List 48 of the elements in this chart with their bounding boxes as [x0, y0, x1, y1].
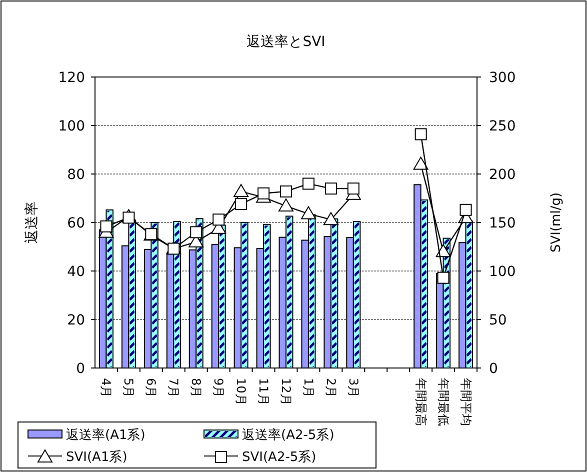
point: [212, 214, 225, 226]
y-tick-label: 0: [76, 361, 85, 377]
point: [278, 198, 294, 212]
point: [190, 226, 202, 238]
legend-label: 返送率(A1系): [66, 427, 146, 443]
y2-tick-label: 300: [489, 70, 516, 86]
y-tick-label: 20: [67, 312, 85, 328]
x-tick-label: 9月: [212, 378, 226, 398]
x-tick-label: 5月: [122, 378, 136, 398]
point: [300, 206, 316, 220]
point: [347, 182, 360, 195]
x-tick-label: 8月: [189, 378, 204, 398]
point: [258, 187, 270, 200]
y-tick-label: 40: [67, 264, 85, 280]
x-tick-label: 年間平均: [458, 378, 473, 426]
y-tick-label: 120: [58, 70, 85, 86]
y2-tick-label: 100: [489, 264, 516, 280]
x-tick-label: 10月: [234, 378, 248, 406]
point: [437, 272, 450, 284]
point: [100, 220, 112, 232]
y2-axis-title: SVI(ml/g): [549, 192, 564, 253]
y-tick-label: 60: [67, 216, 85, 232]
point: [234, 184, 249, 197]
x-tick-label: 年間最低: [436, 378, 450, 426]
y-tick-label: 80: [67, 167, 85, 183]
y-axis-title: 返送率: [24, 202, 40, 244]
point: [323, 212, 338, 226]
x-tick-label: 3月: [346, 378, 360, 398]
x-tick-label: 年間最高: [414, 378, 428, 426]
x-tick-label: 2月: [324, 378, 338, 398]
x-tick-label: 12月: [279, 378, 293, 406]
x-tick-label: 4月: [99, 378, 114, 398]
y-tick-label: 100: [58, 118, 85, 134]
point: [436, 244, 451, 258]
x-tick-label: 7月: [166, 378, 181, 398]
y2-tick-label: 50: [489, 312, 507, 328]
y2-tick-label: 250: [489, 118, 516, 134]
x-tick-label: 6月: [144, 378, 158, 398]
x-tick-label: 1月: [301, 378, 316, 398]
chart-title: 返送率とSVI: [246, 34, 326, 50]
legend-label: SVI(A1系): [66, 450, 128, 465]
y2-tick-label: 200: [489, 167, 516, 183]
legend-label: 返送率(A2-5系): [242, 427, 334, 443]
point: [413, 156, 428, 170]
y2-tick-label: 0: [489, 361, 498, 377]
legend-label: SVI(A2-5系): [242, 450, 316, 465]
x-tick-label: 11月: [256, 378, 271, 406]
y2-tick-label: 150: [489, 216, 516, 232]
